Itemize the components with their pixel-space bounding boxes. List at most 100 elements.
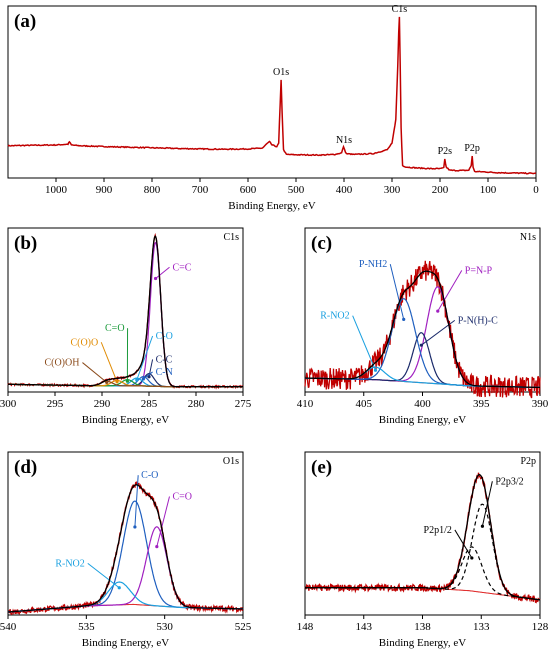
arrow-head [402,317,406,321]
x-tick-label: 500 [288,184,305,196]
component-peak [8,500,244,613]
x-tick-label: 138 [414,621,431,633]
panel-a: 1000 900 800 700 600 500 400 300 200 100 0Binding … [7,4,539,212]
fit-envelope [8,235,243,388]
x-tick-label: 128 [532,621,549,633]
arrow-head [135,378,139,382]
x-axis-label: Binding Energy, eV [82,414,169,426]
x-tick-label: 800 [144,184,161,196]
arrow-head [147,375,151,379]
component-label: C(O)OH [44,358,79,369]
x-tick-label: 390 [532,398,549,410]
arrow-head [436,309,440,313]
label-arrow [136,335,154,381]
panel-label: (c) [311,233,332,254]
component-peak [8,526,244,613]
x-tick-label: 285 [141,398,158,410]
x-tick-label: 1000 [45,184,68,196]
raw-spectrum [7,232,244,390]
component-label: R-NO2 [55,558,84,569]
x-tick-label: 280 [188,398,205,410]
plot-frame [7,5,537,179]
component-label: C=O [173,491,193,502]
component-peak [305,546,540,601]
x-axis-label: Binding Energy, eV [379,637,466,649]
raw-spectrum [7,480,244,616]
x-tick-label: 410 [297,398,314,410]
arrow-head [373,368,378,372]
panel-label: (e) [311,457,332,478]
region-label: N1s [520,232,536,243]
component-label: P2p3/2 [495,476,523,487]
component-label: P-NH2 [359,259,387,270]
component-label: R-NO2 [320,311,349,322]
peak-label: O1s [273,67,289,78]
component-label: C=C [173,262,192,273]
component-label: C-O [141,470,158,481]
x-tick-label: 143 [356,621,373,633]
x-tick-label: 100 [480,184,497,196]
peak-label: N1s [336,135,352,146]
label-arrow [156,496,170,547]
arrow-head [155,545,159,549]
x-tick-label: 405 [356,398,373,410]
fit-envelope [305,270,540,389]
component-label: C-C [156,354,173,365]
x-tick-label: 0 [533,184,539,196]
raw-spectrum [304,260,541,399]
x-tick-label: 530 [156,621,173,633]
survey-spectrum [7,16,537,175]
x-tick-label: 200 [432,184,449,196]
x-tick-label: 295 [47,398,64,410]
arrow-head [133,525,137,529]
panel-label: (b) [14,233,37,254]
component-label: C-N [156,367,173,378]
label-arrow [100,342,118,382]
arrow-head [419,343,423,347]
component-label: P=N-P [465,265,493,276]
arrow-head [105,380,109,384]
panel-e: 148 143 138 133 128 Binding Energy, eV (e) P2p P… [297,451,549,649]
arrow-head [125,379,129,383]
fit-envelope [305,474,540,601]
arrow-head [117,586,121,590]
label-arrow [389,264,405,320]
component-peak [8,241,243,388]
plot-frame [7,227,244,393]
region-label: C1s [223,232,239,243]
label-arrow [87,562,120,589]
arrow-head [480,524,485,528]
x-tick-label: 535 [78,621,95,633]
x-tick-label: 525 [235,621,252,633]
panel-c: 410 405 400 395 390 Binding Energy, eV (c) N1s P… [297,227,549,426]
region-label: P2p [520,456,536,467]
label-arrow [352,315,376,371]
x-tick-label: 300 [384,184,401,196]
arrow-head [141,377,145,381]
component-label: P-N(H)-C [458,315,498,326]
label-arrow [82,362,108,383]
panel-d: 540 535 530 525 Binding Energy, eV (d) O1s C-O C… [0,451,252,649]
component-label: P2p1/2 [424,525,452,536]
x-tick-label: 148 [297,621,314,633]
component-label: C(O)O [70,337,98,348]
peak-label: P2p [464,143,480,154]
x-tick-label: 133 [473,621,490,633]
arrow-head [115,380,119,384]
label-arrow [155,266,170,279]
x-tick-label: 600 [240,184,257,196]
peak-label: P2s [438,146,453,157]
x-axis-label: Binding Energy, eV [82,637,169,649]
panel-b: 300 295 290 285 280 275 Binding Energy, eV (b) C… [0,227,252,426]
arrow-head [470,556,474,560]
arrow-head [153,276,158,281]
plot-frame [7,451,244,616]
x-tick-label: 290 [94,398,111,410]
x-tick-label: 540 [0,621,17,633]
x-tick-label: 700 [192,184,209,196]
component-label: C=O [105,323,125,334]
x-tick-label: 900 [96,184,113,196]
panel-label: (d) [14,457,37,478]
fit-envelope [8,484,244,613]
